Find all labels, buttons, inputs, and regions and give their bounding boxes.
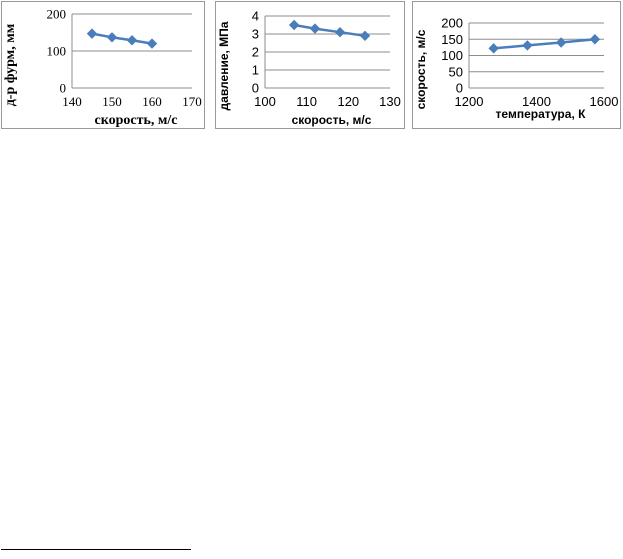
y-tick-label: 100 xyxy=(441,48,463,63)
x-tick-label: 110 xyxy=(296,94,317,109)
y-axis-title: скорость, м/с xyxy=(414,29,428,109)
data-point-marker xyxy=(126,35,138,46)
series-line xyxy=(91,32,153,45)
series-line xyxy=(293,23,366,38)
y-tick-label: 0 xyxy=(60,81,67,96)
y-axis-title: давление, МПа xyxy=(217,21,231,110)
x-tick-label: 170 xyxy=(182,94,202,109)
data-point-marker xyxy=(146,38,158,49)
data-point-marker xyxy=(488,43,499,54)
footnote-rule xyxy=(1,549,191,550)
x-axis-title: температура, К xyxy=(496,107,587,121)
y-tick-label: 0 xyxy=(252,81,259,96)
x-tick-label: 1400 xyxy=(522,94,551,109)
x-tick-label: 120 xyxy=(337,94,359,109)
y-tick-label: 200 xyxy=(47,7,67,22)
x-tick-label: 1600 xyxy=(590,94,619,109)
x-axis-title: скорость, м/с xyxy=(292,113,372,127)
x-tick-label: 100 xyxy=(254,94,276,109)
data-point-marker xyxy=(86,28,98,39)
data-point-marker xyxy=(555,37,567,48)
chart-panel-pressure: 0 1 2 3 4 100 110 120 130 скорость, м/с давление, … xyxy=(215,1,405,129)
series-line xyxy=(493,38,596,50)
x-tick-label: 140 xyxy=(62,94,82,109)
y-tick-label: 0 xyxy=(456,81,463,96)
data-point-marker xyxy=(106,32,118,43)
chart-panel-diameter: 0 100 200 140 150 160 170 скорость, м/с д-р фурм… xyxy=(1,1,205,129)
x-tick-label: 130 xyxy=(379,94,401,109)
data-point-marker xyxy=(359,30,371,42)
data-point-marker xyxy=(334,26,346,38)
x-axis-title: скорость, м/с xyxy=(94,113,177,128)
y-tick-label: 1 xyxy=(252,63,259,78)
x-tick-label: 160 xyxy=(142,94,162,109)
y-tick-label: 150 xyxy=(441,32,463,47)
data-point-marker xyxy=(288,19,300,31)
data-point-marker xyxy=(309,23,321,34)
data-point-marker xyxy=(522,40,533,51)
y-tick-label: 100 xyxy=(47,44,67,59)
y-tick-label: 2 xyxy=(252,45,259,60)
chart-pressure-vs-speed: 0 1 2 3 4 100 110 120 130 скорость, м/с давление, … xyxy=(217,9,401,128)
y-tick-label: 50 xyxy=(449,64,463,79)
y-tick-label: 4 xyxy=(252,9,259,24)
chart-diameter-vs-speed: 0 100 200 140 150 160 170 скорость, м/с д-р фурм… xyxy=(3,7,202,129)
y-tick-label: 200 xyxy=(441,16,463,31)
y-tick-label: 3 xyxy=(252,27,259,42)
data-point-marker xyxy=(589,34,601,45)
chart-panel-speed: 0 50 100 150 200 1200 1400 1600 температура, К ск… xyxy=(412,1,621,129)
x-tick-label: 1200 xyxy=(455,94,484,109)
y-axis-title: д-р фурм, мм xyxy=(3,23,18,106)
x-tick-label: 150 xyxy=(102,94,122,109)
